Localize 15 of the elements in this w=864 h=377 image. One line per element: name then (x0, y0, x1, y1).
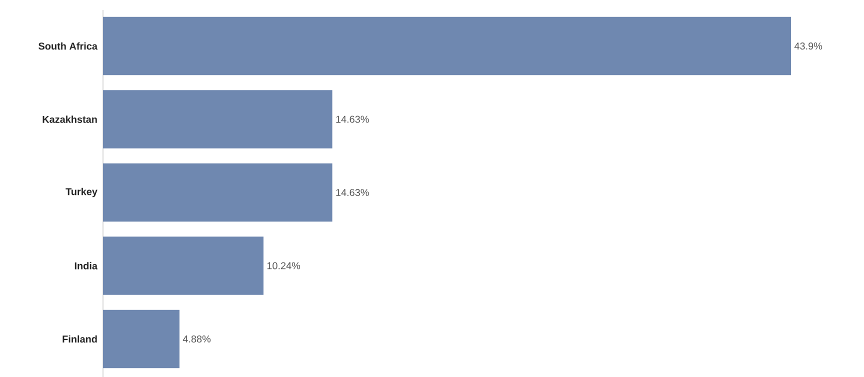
y-tick-label: Kazakhstan (42, 116, 97, 123)
data-label: 14.63% (336, 188, 369, 196)
data-label: 4.88% (182, 335, 211, 343)
bar (103, 236, 264, 295)
bar (103, 310, 180, 368)
bar (103, 163, 332, 222)
y-tick-label: India (74, 262, 98, 270)
bar (103, 90, 332, 148)
bar (103, 16, 792, 76)
data-label: 43.9% (794, 42, 822, 50)
y-tick-label: Turkey (66, 188, 98, 198)
data-label: 14.63% (336, 116, 369, 123)
y-tick-label: Finland (62, 335, 97, 343)
y-tick-label: South Africa (38, 42, 98, 50)
data-label: 10.24% (267, 262, 300, 270)
